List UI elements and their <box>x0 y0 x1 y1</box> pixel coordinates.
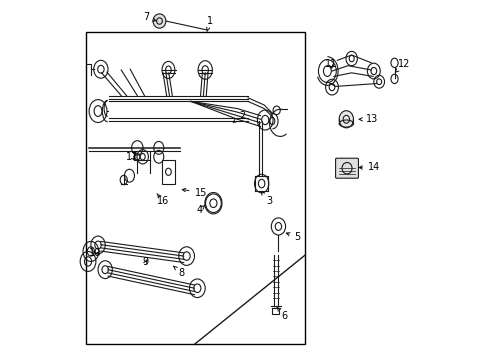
Ellipse shape <box>339 111 353 128</box>
Text: 3: 3 <box>261 192 271 206</box>
Text: 13: 13 <box>358 114 377 124</box>
Bar <box>162 160 175 184</box>
Text: 16: 16 <box>157 194 169 206</box>
Bar <box>271 307 279 314</box>
Ellipse shape <box>153 14 165 28</box>
FancyBboxPatch shape <box>335 158 358 178</box>
Text: 4: 4 <box>196 205 205 215</box>
Text: 14: 14 <box>358 162 379 172</box>
Text: 6: 6 <box>276 307 287 321</box>
Text: 11: 11 <box>324 59 336 69</box>
Text: 12: 12 <box>394 59 409 72</box>
Text: 9: 9 <box>142 257 148 267</box>
Text: 15: 15 <box>182 188 206 198</box>
Text: 5: 5 <box>286 232 300 242</box>
Text: 1: 1 <box>206 16 213 32</box>
Bar <box>85 32 305 344</box>
Text: 2: 2 <box>233 111 245 122</box>
Text: 7: 7 <box>142 13 156 22</box>
Text: 17: 17 <box>125 152 138 162</box>
Text: 8: 8 <box>173 266 184 278</box>
Text: 10: 10 <box>89 248 101 258</box>
